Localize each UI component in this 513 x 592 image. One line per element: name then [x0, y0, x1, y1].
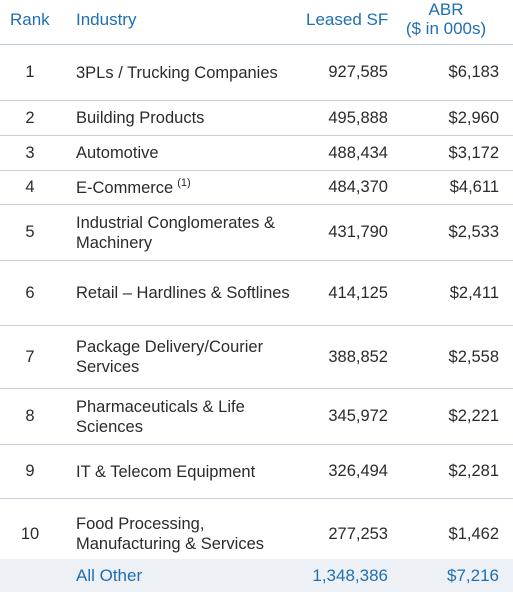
row-abr: $4,611 — [449, 178, 499, 196]
table-row: 9 IT & Telecom Equipment 326,494 $2,281 — [0, 445, 513, 499]
row-industry-text: E-Commerce (1) — [76, 178, 191, 198]
row-industry: IT & Telecom Equipment — [76, 445, 296, 498]
table-row: 4 E-Commerce (1) 484,370 $4,611 — [0, 171, 513, 205]
row-industry-text: Package Delivery/Courier Services — [76, 337, 296, 377]
total-row: All Other 1,348,386 $7,216 — [0, 559, 513, 592]
header-abr-unit: ($ in 000s) — [405, 19, 487, 38]
row-industry-text: Pharmaceuticals & Life Sciences — [76, 397, 296, 437]
row-leased-sf: 277,253 — [328, 524, 388, 543]
row-abr: $1,462 — [448, 524, 499, 543]
table-row: 2 Building Products 495,888 $2,960 — [0, 101, 513, 136]
row-abr: $2,281 — [448, 462, 499, 480]
row-industry: Automotive — [76, 136, 296, 170]
row-industry: Building Products — [76, 101, 296, 135]
total-label: All Other — [76, 565, 143, 585]
row-industry: Pharmaceuticals & Life Sciences — [76, 389, 296, 444]
header-rank: Rank — [10, 10, 50, 29]
row-industry-label: Package Delivery/Courier Services — [76, 338, 264, 376]
row-industry-label: E-Commerce — [76, 178, 174, 197]
row-abr: $2,533 — [448, 223, 499, 241]
table-row: 5 Industrial Conglomerates & Machinery 431… — [0, 205, 513, 261]
table-row: 7 Package Delivery/Courier Services 388,85… — [0, 326, 513, 389]
row-leased-sf: 484,370 — [328, 178, 388, 196]
row-industry: Retail – Hardlines & Softlines — [76, 261, 296, 325]
row-rank: 5 — [25, 223, 35, 241]
row-rank: 8 — [25, 407, 35, 425]
header-abr-title: ABR — [428, 0, 464, 19]
row-rank: 3 — [25, 143, 35, 162]
table-row: 3 Automotive 488,434 $3,172 — [0, 136, 513, 171]
row-leased-sf: 326,494 — [328, 462, 388, 480]
row-rank: 7 — [25, 347, 35, 366]
row-abr: $2,411 — [449, 283, 499, 302]
row-leased-sf: 495,888 — [328, 108, 388, 127]
row-industry-label: IT & Telecom Equipment — [76, 462, 256, 481]
row-leased-sf: 388,852 — [328, 347, 388, 366]
row-leased-sf: 927,585 — [328, 63, 388, 81]
row-abr: $3,172 — [448, 143, 499, 162]
row-abr: $2,221 — [448, 407, 499, 425]
header-leased-sf: Leased SF — [306, 10, 389, 29]
row-industry-label: Pharmaceuticals & Life Sciences — [76, 397, 245, 436]
row-abr: $2,960 — [448, 108, 499, 127]
row-rank: 6 — [25, 283, 35, 302]
header-abr: ABR ($ in 000s) — [391, 0, 501, 38]
row-rank: 10 — [20, 524, 40, 543]
row-leased-sf: 345,972 — [328, 407, 388, 425]
row-leased-sf: 414,125 — [328, 283, 388, 302]
row-industry-text: Industrial Conglomerates & Machinery — [76, 213, 296, 253]
total-abr: $7,216 — [447, 565, 499, 585]
row-industry-label: Automotive — [76, 144, 159, 162]
table-row: 10 Food Processing, Manufacturing & Servi… — [0, 499, 513, 570]
row-industry: Package Delivery/Courier Services — [76, 326, 296, 388]
row-abr: $6,183 — [448, 63, 499, 81]
row-rank: 9 — [25, 462, 35, 480]
row-industry: 3PLs / Trucking Companies — [76, 45, 296, 100]
row-leased-sf: 431,790 — [328, 223, 388, 241]
row-rank: 2 — [25, 108, 35, 127]
row-industry-label: Retail – Hardlines & Softlines — [76, 284, 290, 302]
table-row: 6 Retail – Hardlines & Softlines 414,125 $2… — [0, 261, 513, 326]
row-rank: 4 — [25, 178, 35, 196]
row-industry-text: Food Processing, Manufacturing & Service… — [76, 514, 296, 554]
header-industry: Industry — [76, 10, 137, 29]
row-industry: Industrial Conglomerates & Machinery — [76, 205, 296, 260]
row-abr: $2,558 — [448, 347, 499, 366]
row-industry-text: Automotive — [76, 143, 159, 163]
row-footnote: (1) — [177, 177, 191, 189]
row-industry-text: IT & Telecom Equipment — [76, 462, 255, 482]
row-industry-label: 3PLs / Trucking Companies — [76, 63, 278, 82]
row-leased-sf: 488,434 — [328, 143, 388, 162]
total-leased-sf: 1,348,386 — [312, 565, 388, 585]
table-row: 1 3PLs / Trucking Companies 927,585 $6,183 — [0, 45, 513, 101]
table-body: 1 3PLs / Trucking Companies 927,585 $6,183 2… — [0, 45, 513, 570]
table-row: 8 Pharmaceuticals & Life Sciences 345,972 $… — [0, 389, 513, 445]
row-industry-label: Food Processing, Manufacturing & Service… — [76, 515, 265, 553]
row-industry-text: Retail – Hardlines & Softlines — [76, 283, 290, 303]
row-industry-label: Building Products — [76, 109, 205, 127]
row-rank: 1 — [25, 63, 35, 81]
row-industry-text: Building Products — [76, 108, 204, 128]
table-header: Rank Industry Leased SF ABR ($ in 000s) — [0, 0, 513, 45]
row-industry: E-Commerce (1) — [76, 171, 296, 204]
row-industry-text: 3PLs / Trucking Companies — [76, 63, 278, 83]
row-industry-label: Industrial Conglomerates & Machinery — [76, 213, 276, 252]
row-industry: Food Processing, Manufacturing & Service… — [76, 499, 296, 569]
